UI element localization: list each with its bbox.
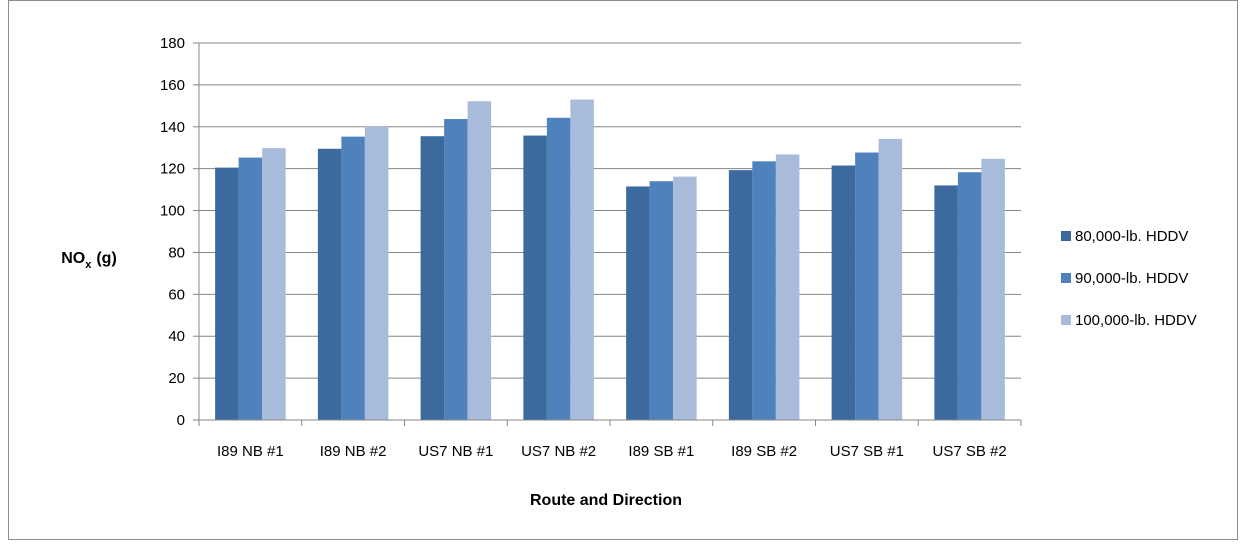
legend-item: 90,000-lb. HDDV — [1061, 270, 1188, 287]
legend-swatch — [1061, 273, 1071, 283]
y-tick-label: 60 — [168, 286, 185, 303]
legend-swatch — [1061, 231, 1071, 241]
legend-item: 100,000-lb. HDDV — [1061, 312, 1197, 329]
axes — [198, 43, 1022, 426]
bar — [570, 99, 594, 421]
y-tick-label: 140 — [160, 119, 185, 136]
legend-swatch — [1061, 315, 1071, 325]
y-tick-label: 160 — [160, 77, 185, 94]
y-tick-label: 120 — [160, 161, 185, 178]
y-tick-label: 20 — [168, 370, 185, 387]
x-tick-label: US7 SB #2 — [933, 443, 1007, 460]
bar — [775, 154, 800, 420]
bar — [523, 135, 547, 420]
x-tick-label: US7 NB #2 — [521, 443, 596, 460]
x-tick-label: I89 NB #2 — [320, 443, 387, 460]
bar — [855, 152, 879, 421]
x-axis-title: Route and Direction — [530, 492, 682, 509]
bar — [626, 186, 650, 420]
bar — [317, 148, 342, 420]
bar — [546, 117, 571, 420]
x-tick-label: US7 SB #1 — [830, 443, 904, 460]
legend-label: 100,000-lb. HDDV — [1075, 312, 1197, 329]
y-tick-label: 40 — [168, 328, 185, 345]
y-tick-label: 100 — [160, 203, 185, 220]
x-tick-label: I89 SB #2 — [731, 443, 797, 460]
bar — [649, 181, 674, 420]
bar — [444, 119, 468, 421]
chart-frame: 0 20 40 60 80 100 120 140 160 180 I89 NB #1 I89 NB… — [8, 0, 1238, 540]
legend-label: 80,000-lb. HDDV — [1075, 228, 1188, 245]
bar — [673, 176, 697, 420]
bar — [215, 167, 239, 420]
bar — [752, 161, 776, 420]
x-tick-label: I89 NB #1 — [217, 443, 284, 460]
y-tick-labels: 0 20 40 60 80 100 120 140 160 180 — [160, 35, 185, 429]
bar — [364, 126, 389, 420]
bar — [728, 170, 753, 420]
x-tick-label: I89 SB #1 — [628, 443, 694, 460]
bar — [420, 136, 445, 421]
bar — [981, 158, 1005, 420]
x-tick-labels: I89 NB #1 I89 NB #2 US7 NB #1 US7 NB #2 I89 … — [217, 443, 1007, 460]
bars — [215, 99, 1005, 421]
bar — [957, 172, 982, 420]
bar — [341, 136, 365, 420]
legend-item: 80,000-lb. HDDV — [1061, 228, 1188, 245]
x-tick-label: US7 NB #1 — [418, 443, 493, 460]
y-axis-title: NOx (g) — [61, 250, 117, 271]
bar — [934, 185, 958, 420]
legend: 80,000-lb. HDDV 90,000-lb. HDDV 100,000-lb… — [1061, 228, 1197, 329]
bar — [238, 157, 263, 421]
bar — [831, 165, 856, 420]
bar — [467, 101, 492, 420]
legend-label: 90,000-lb. HDDV — [1075, 270, 1188, 287]
y-tick-label: 80 — [168, 244, 185, 261]
y-tick-label: 180 — [160, 35, 185, 52]
y-tick-label: 0 — [177, 412, 185, 429]
bar — [262, 148, 286, 420]
bar — [878, 138, 903, 421]
